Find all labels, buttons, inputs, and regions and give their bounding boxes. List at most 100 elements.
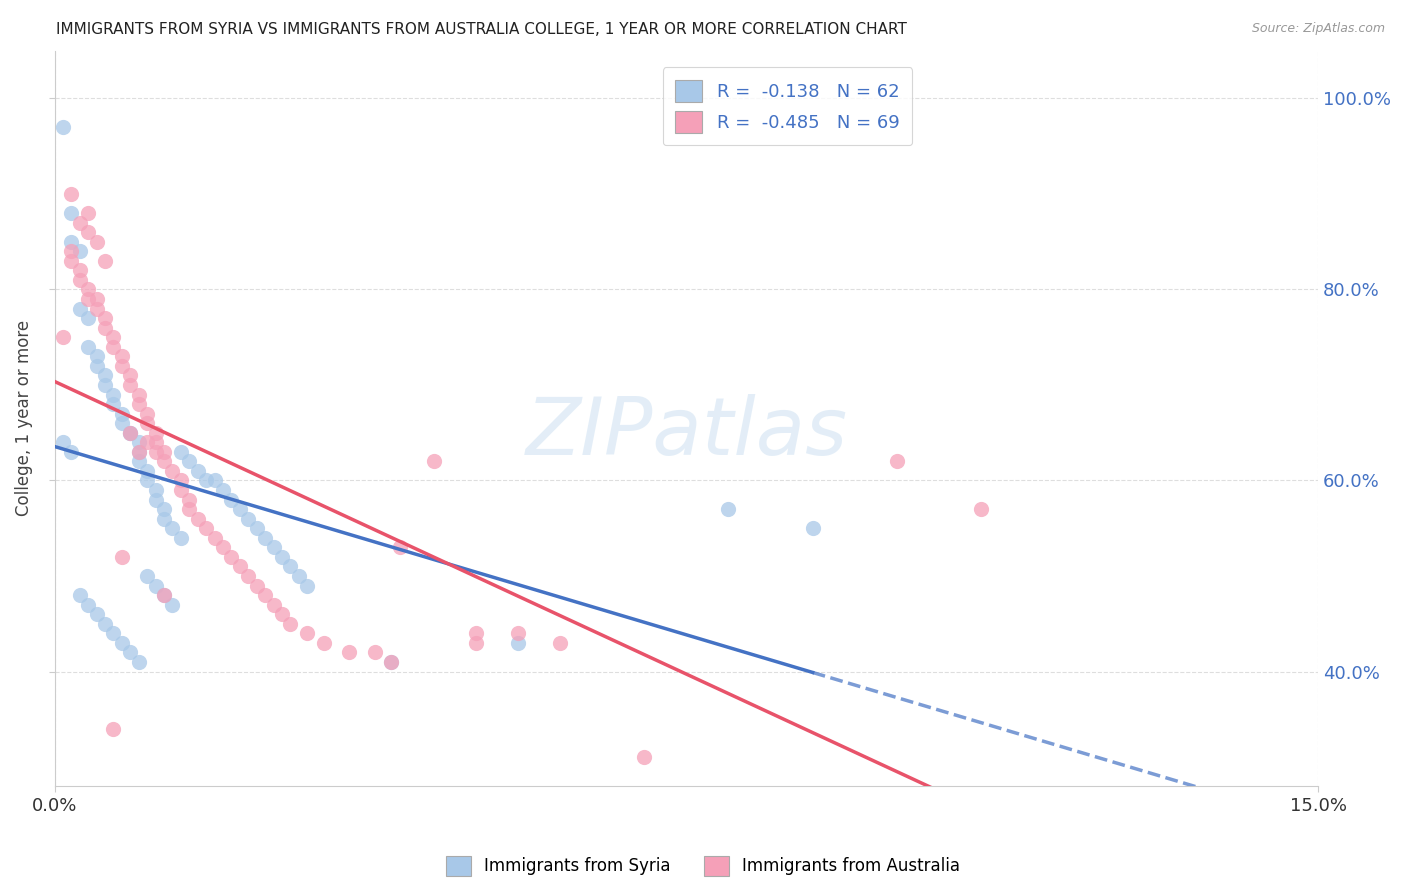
Point — [52, 435, 75, 450]
Point — [170, 483, 193, 497]
Point — [422, 454, 444, 468]
Point — [136, 464, 159, 478]
Point — [77, 340, 100, 354]
Point — [254, 588, 277, 602]
Point — [86, 349, 108, 363]
Point — [77, 598, 100, 612]
Point — [103, 626, 125, 640]
Point — [153, 454, 176, 468]
Point — [111, 359, 134, 373]
Point — [204, 531, 226, 545]
Point — [86, 292, 108, 306]
Point — [179, 492, 201, 507]
Point — [238, 569, 260, 583]
Point — [77, 225, 100, 239]
Point — [388, 541, 411, 555]
Text: ZIPatlas: ZIPatlas — [526, 394, 848, 472]
Point — [77, 292, 100, 306]
Point — [145, 578, 167, 592]
Point — [103, 387, 125, 401]
Point — [111, 349, 134, 363]
Point — [69, 588, 91, 602]
Point — [380, 655, 402, 669]
Point — [280, 616, 302, 631]
Point — [162, 598, 184, 612]
Point — [60, 445, 83, 459]
Point — [187, 464, 209, 478]
Point — [128, 445, 150, 459]
Point — [69, 301, 91, 316]
Point — [170, 445, 193, 459]
Point — [86, 607, 108, 622]
Point — [60, 186, 83, 201]
Point — [179, 454, 201, 468]
Point — [170, 531, 193, 545]
Point — [120, 425, 142, 440]
Point — [363, 645, 385, 659]
Point — [314, 636, 336, 650]
Point — [111, 636, 134, 650]
Point — [145, 445, 167, 459]
Point — [69, 263, 91, 277]
Point — [128, 397, 150, 411]
Point — [548, 636, 571, 650]
Point — [120, 645, 142, 659]
Point — [136, 407, 159, 421]
Point — [263, 541, 285, 555]
Point — [221, 492, 243, 507]
Point — [263, 598, 285, 612]
Text: IMMIGRANTS FROM SYRIA VS IMMIGRANTS FROM AUSTRALIA COLLEGE, 1 YEAR OR MORE CORRE: IMMIGRANTS FROM SYRIA VS IMMIGRANTS FROM… — [56, 22, 907, 37]
Point — [77, 206, 100, 220]
Point — [77, 283, 100, 297]
Point — [136, 435, 159, 450]
Point — [464, 636, 486, 650]
Point — [128, 435, 150, 450]
Point — [145, 435, 167, 450]
Point — [380, 655, 402, 669]
Point — [195, 474, 218, 488]
Point — [120, 425, 142, 440]
Point — [69, 244, 91, 259]
Point — [111, 549, 134, 564]
Point — [145, 492, 167, 507]
Point — [69, 216, 91, 230]
Point — [195, 521, 218, 535]
Point — [229, 559, 252, 574]
Point — [221, 549, 243, 564]
Point — [187, 512, 209, 526]
Point — [60, 244, 83, 259]
Point — [170, 474, 193, 488]
Point — [506, 636, 529, 650]
Point — [120, 378, 142, 392]
Point — [86, 235, 108, 249]
Point — [128, 454, 150, 468]
Point — [153, 502, 176, 516]
Point — [128, 655, 150, 669]
Point — [633, 750, 655, 764]
Point — [86, 301, 108, 316]
Point — [94, 253, 117, 268]
Point — [162, 521, 184, 535]
Point — [111, 416, 134, 430]
Point — [162, 464, 184, 478]
Point — [94, 368, 117, 383]
Point — [94, 616, 117, 631]
Point — [94, 311, 117, 326]
Point — [120, 368, 142, 383]
Point — [111, 407, 134, 421]
Point — [297, 626, 319, 640]
Point — [136, 569, 159, 583]
Point — [886, 454, 908, 468]
Point — [60, 253, 83, 268]
Point — [238, 512, 260, 526]
Point — [280, 559, 302, 574]
Point — [120, 425, 142, 440]
Point — [153, 588, 176, 602]
Point — [212, 483, 235, 497]
Point — [506, 626, 529, 640]
Legend: R =  -0.138   N = 62, R =  -0.485   N = 69: R = -0.138 N = 62, R = -0.485 N = 69 — [662, 67, 912, 145]
Point — [86, 359, 108, 373]
Point — [69, 273, 91, 287]
Point — [717, 502, 740, 516]
Point — [337, 645, 360, 659]
